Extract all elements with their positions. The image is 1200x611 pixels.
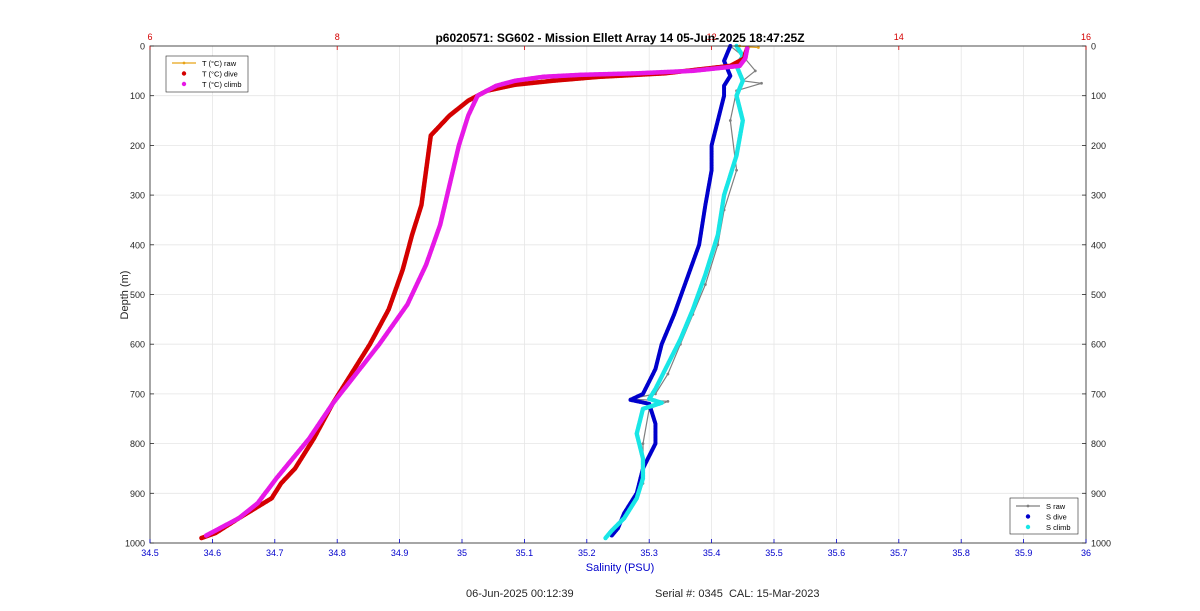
y-tick-label-right: 900 bbox=[1091, 489, 1106, 499]
y-tick-label-right: 600 bbox=[1091, 340, 1106, 350]
y-tick-label-left: 300 bbox=[130, 191, 145, 201]
footer-timestamp: 06-Jun-2025 00:12:39 bbox=[466, 588, 574, 600]
x-bottom-tick-label: 35 bbox=[457, 548, 467, 558]
legend-swatch-marker bbox=[181, 71, 187, 76]
legend-label: S dive bbox=[1046, 513, 1067, 522]
x-top-tick-label: 16 bbox=[1081, 32, 1091, 42]
data-point bbox=[703, 283, 707, 286]
y-tick-label-right: 800 bbox=[1091, 439, 1106, 449]
data-series bbox=[199, 43, 763, 541]
y-tick-label-left: 900 bbox=[130, 489, 145, 499]
legend-swatch-marker bbox=[181, 81, 187, 87]
x-bottom-tick-label: 35.6 bbox=[828, 548, 846, 558]
axes: 0 0 100 100 200 200 300 300 400 400 500 500 600 600 70… bbox=[125, 32, 1111, 558]
footer-serial-calibration: Serial #: 0345 CAL: 15-Mar-2023 bbox=[655, 588, 820, 600]
data-point bbox=[666, 399, 670, 403]
legend-label: T (°C) dive bbox=[202, 70, 238, 79]
legend-item: S dive bbox=[1025, 513, 1067, 522]
x-bottom-tick-label: 34.6 bbox=[204, 548, 222, 558]
x-top-tick-label: 12 bbox=[707, 32, 717, 42]
data-point bbox=[666, 372, 670, 376]
x-bottom-tick-label: 34.5 bbox=[141, 548, 159, 558]
x-bottom-tick-label: 35.3 bbox=[640, 548, 658, 558]
y-tick-label-right: 500 bbox=[1091, 290, 1106, 300]
legend-item: T (°C) climb bbox=[181, 80, 242, 89]
x-top-tick-label: 14 bbox=[894, 32, 904, 42]
data-point bbox=[735, 168, 738, 172]
data-point bbox=[199, 535, 204, 541]
y-tick-label-left: 100 bbox=[130, 91, 145, 101]
y-tick-label-right: 200 bbox=[1091, 141, 1106, 151]
x-bottom-tick-label: 35.2 bbox=[578, 548, 596, 558]
x-top-tick-label: 8 bbox=[335, 32, 340, 42]
y-tick-label-right: 0 bbox=[1091, 42, 1096, 52]
x-top-tick-label: 6 bbox=[147, 32, 152, 42]
data-point bbox=[757, 46, 760, 49]
y-tick-label-left: 500 bbox=[130, 290, 145, 300]
legend-item: S raw bbox=[1016, 502, 1066, 511]
y-tick-label-right: 300 bbox=[1091, 191, 1106, 201]
y-tick-label-right: 700 bbox=[1091, 389, 1106, 399]
y-tick-label-left: 600 bbox=[130, 340, 145, 350]
x-bottom-tick-label: 34.7 bbox=[266, 548, 284, 558]
data-point bbox=[760, 81, 763, 85]
legend-swatch-marker bbox=[1025, 524, 1031, 530]
series-s-dive bbox=[609, 44, 733, 538]
legend-swatch-marker bbox=[182, 61, 186, 65]
x-bottom-tick-label: 35.1 bbox=[516, 548, 534, 558]
x-bottom-tick-label: 34.9 bbox=[391, 548, 409, 558]
data-point bbox=[203, 533, 209, 538]
x-axis-label: Salinity (PSU) bbox=[586, 562, 654, 574]
y-tick-label-left: 200 bbox=[130, 141, 145, 151]
temperature-legend-box bbox=[165, 55, 249, 93]
x-bottom-tick-label: 35.8 bbox=[952, 548, 970, 558]
legend-swatch-marker bbox=[1026, 504, 1030, 508]
y-tick-label-left: 700 bbox=[130, 389, 145, 399]
x-bottom-tick-label: 35.4 bbox=[703, 548, 721, 558]
data-point bbox=[603, 535, 608, 541]
legend-label: S raw bbox=[1046, 502, 1066, 511]
data-point bbox=[728, 119, 732, 122]
y-tick-label-left: 1000 bbox=[125, 539, 145, 549]
chart-title: p6020571: SG602 - Mission Ellett Array 1… bbox=[435, 31, 804, 45]
legend-item: T (°C) raw bbox=[172, 59, 237, 68]
salinity-legend-box bbox=[1009, 497, 1079, 535]
series-s-climb bbox=[603, 43, 745, 541]
y-tick-label-left: 800 bbox=[130, 439, 145, 449]
y-tick-label-right: 100 bbox=[1091, 91, 1106, 101]
x-bottom-tick-label: 34.8 bbox=[328, 548, 346, 558]
legend-item: T (°C) dive bbox=[181, 70, 238, 79]
data-point bbox=[641, 442, 645, 445]
data-point bbox=[753, 69, 757, 73]
series-t-c-climb bbox=[203, 46, 750, 538]
y-axis-label: Depth (m) bbox=[119, 271, 131, 320]
legend-item: S climb bbox=[1025, 523, 1071, 532]
legend-label: T (°C) climb bbox=[202, 80, 242, 89]
legend-swatch-marker bbox=[1025, 514, 1031, 519]
x-bottom-tick-label: 35.5 bbox=[765, 548, 783, 558]
y-tick-label-right: 1000 bbox=[1091, 539, 1111, 549]
legend-label: S climb bbox=[1046, 523, 1071, 532]
y-tick-label-left: 400 bbox=[130, 240, 145, 250]
y-tick-label-right: 400 bbox=[1091, 240, 1106, 250]
x-bottom-tick-label: 35.7 bbox=[890, 548, 908, 558]
legend-label: T (°C) raw bbox=[202, 59, 237, 68]
x-bottom-tick-label: 35.9 bbox=[1015, 548, 1033, 558]
y-tick-label-left: 0 bbox=[140, 42, 145, 52]
x-bottom-tick-label: 36 bbox=[1081, 548, 1091, 558]
